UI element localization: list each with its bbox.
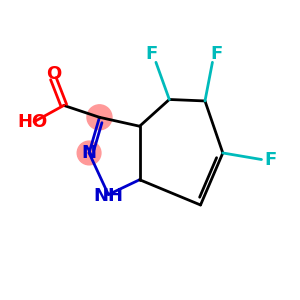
Text: HO: HO xyxy=(17,113,48,131)
Text: N: N xyxy=(82,144,97,162)
Circle shape xyxy=(87,105,112,130)
Text: F: F xyxy=(264,151,277,169)
Text: O: O xyxy=(46,65,61,83)
Text: F: F xyxy=(211,45,223,63)
Text: F: F xyxy=(146,45,158,63)
Text: NH: NH xyxy=(93,187,123,205)
Circle shape xyxy=(77,141,101,165)
